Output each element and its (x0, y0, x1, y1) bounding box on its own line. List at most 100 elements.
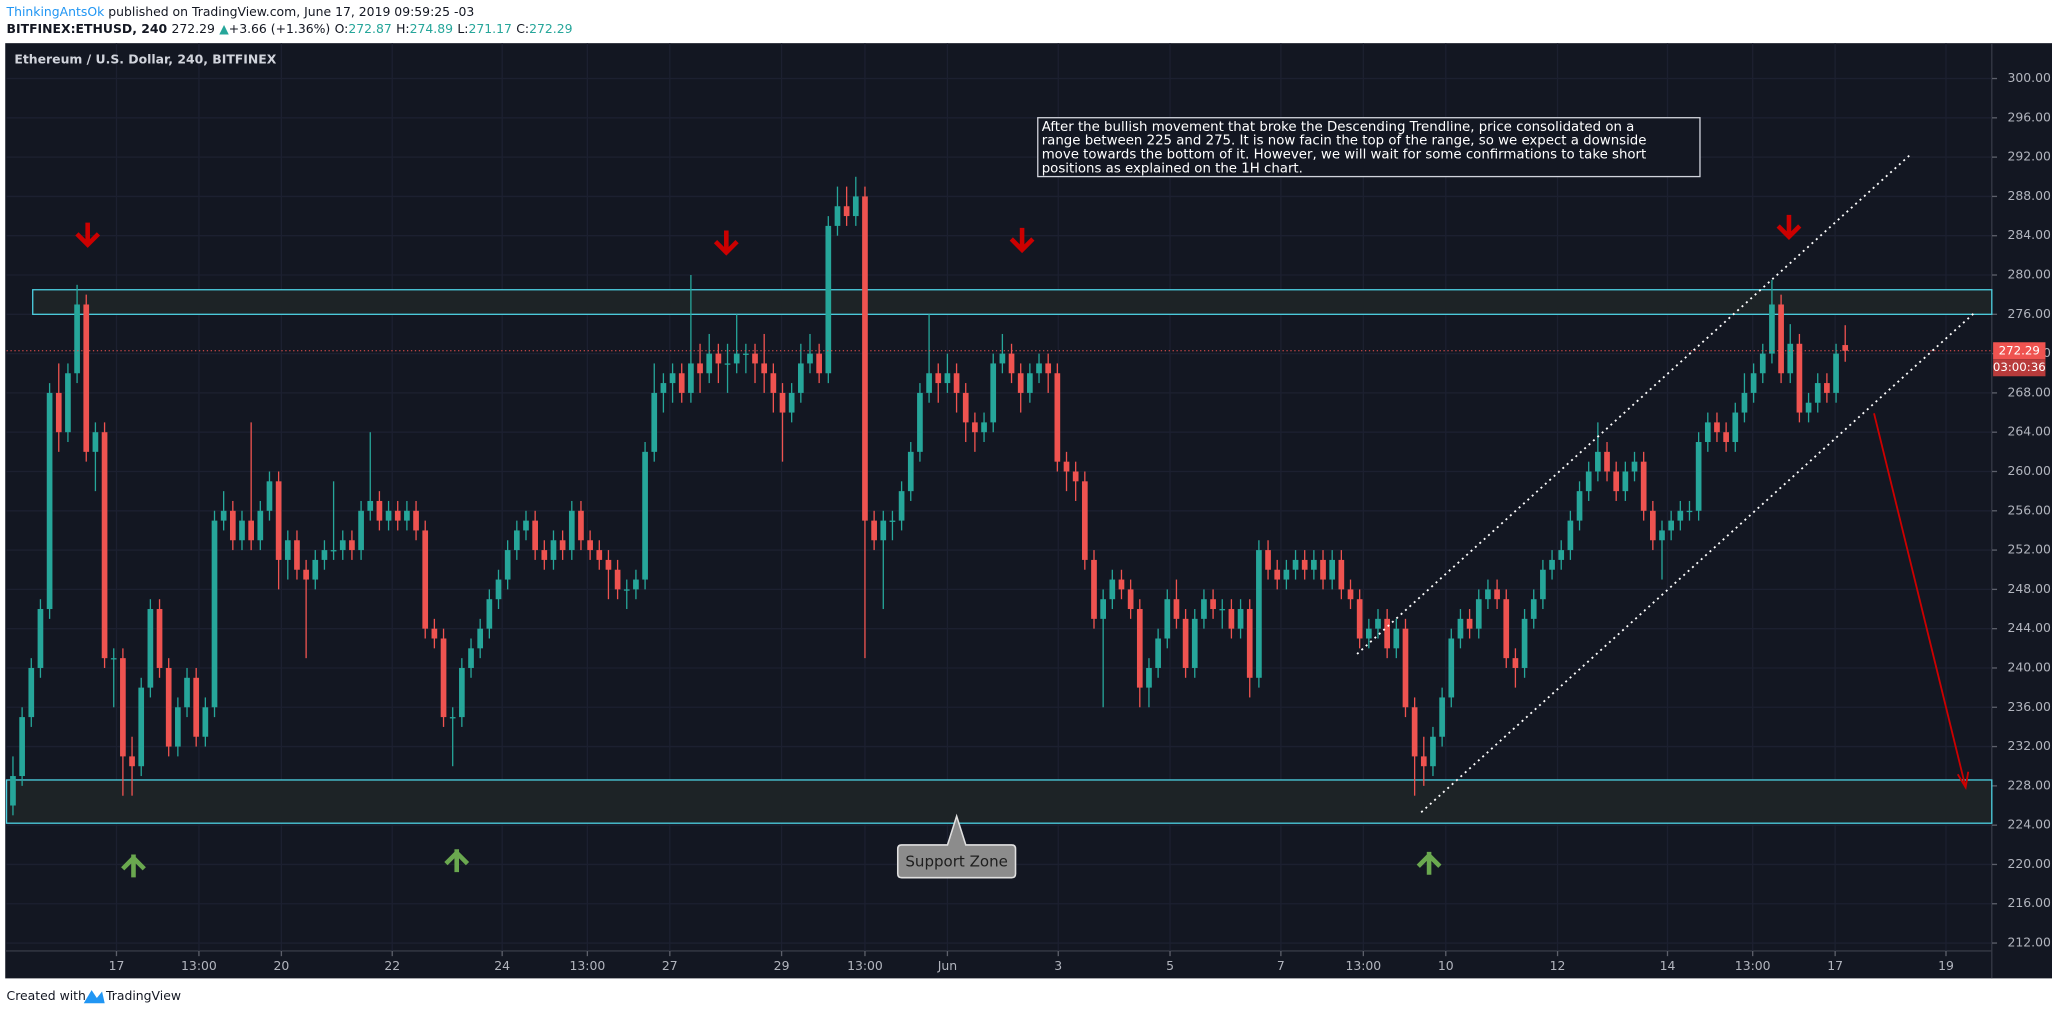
channel-lower (1420, 310, 1977, 813)
candle-body (1448, 638, 1455, 698)
up-arrow (444, 849, 470, 873)
price-label-bg (1993, 342, 2046, 360)
candle-body (981, 422, 987, 433)
candle-body (1027, 373, 1033, 393)
candle-body (422, 530, 429, 629)
candle-body (495, 579, 502, 600)
x-tick-label: 14 (1660, 958, 1676, 973)
candle-body (459, 667, 465, 718)
candle-body (733, 353, 740, 364)
candle-body (1521, 618, 1528, 668)
candle-body (651, 392, 658, 452)
candle-body (1008, 353, 1015, 374)
candle-body (28, 667, 35, 718)
brand-link[interactable]: TradingView (105, 988, 181, 1003)
candle-body (706, 353, 713, 374)
candle-body (917, 392, 923, 452)
candle-body (468, 648, 474, 668)
candle-body (92, 432, 99, 452)
y-tick-label: 220.00 (2008, 856, 2052, 871)
x-tick-label: 20 (273, 958, 289, 973)
y-tick-label: 276.00 (2008, 306, 2052, 321)
candle-body (275, 481, 282, 560)
candle-body (1475, 599, 1482, 629)
candle-body (349, 540, 355, 551)
candle-body (660, 383, 667, 393)
down-arrow (713, 230, 739, 256)
candle-body (248, 520, 254, 541)
support-zone (5, 779, 1993, 824)
candle-body (907, 451, 914, 492)
up-arrow (121, 854, 146, 878)
candle-body (1466, 618, 1473, 629)
y-tick-label: 212.00 (2008, 935, 2052, 950)
x-tick-label: 19 (1938, 958, 1954, 973)
candle-body (1439, 697, 1445, 737)
candle-body (1595, 451, 1601, 472)
candle-body (816, 353, 822, 374)
candle-body (1063, 461, 1070, 472)
candle-body (1503, 599, 1510, 659)
candle-body (862, 196, 868, 521)
candle-body (1091, 559, 1097, 619)
x-tick-label: 13:00 (1345, 958, 1381, 973)
candle-body (202, 707, 209, 737)
candle-body (1127, 589, 1134, 610)
x-tick-label: 13:00 (1735, 958, 1771, 973)
candle-body (1237, 609, 1244, 629)
candle-body (1649, 510, 1656, 541)
channel (1356, 153, 1977, 813)
candle-body (1329, 559, 1336, 580)
author-link[interactable]: ThinkingAntsOk (6, 3, 106, 18)
candle-body (999, 353, 1006, 364)
sell-arrows (75, 214, 1802, 256)
candle-body (83, 304, 90, 452)
candle-body (807, 353, 813, 364)
candle-body (1402, 628, 1409, 708)
candle-body (1036, 363, 1042, 374)
candle-body (898, 491, 905, 521)
annotation-line: range between 225 and 275. It is now fac… (1042, 134, 1647, 149)
chart-title: Ethereum / U.S. Dollar, 240, BITFINEX (14, 52, 276, 67)
candle-body (284, 540, 291, 560)
y-tick-label: 228.00 (2008, 777, 2052, 792)
candle-body (10, 776, 16, 806)
candle-body (587, 540, 593, 551)
candle-body (1704, 422, 1711, 443)
candle-body (623, 589, 630, 591)
candle-body (413, 510, 419, 531)
candle-body (1778, 304, 1784, 374)
candle-body (953, 373, 960, 393)
candle-body (1723, 432, 1729, 443)
x-tick-label: 10 (1438, 958, 1454, 973)
candle-body (788, 392, 795, 413)
y-tick-label: 244.00 (2008, 620, 2052, 635)
x-tick-label: 24 (494, 958, 510, 973)
candle-body (138, 687, 145, 767)
candle-body (1054, 373, 1061, 462)
candle-body (1430, 736, 1436, 767)
candle-body (825, 225, 832, 374)
resistance-zone (32, 289, 1993, 315)
candle-body (770, 373, 777, 393)
candle-body (1787, 343, 1794, 374)
candle-body (1164, 599, 1171, 639)
candle-body (715, 353, 722, 364)
candle-body (990, 363, 997, 423)
high-label: H: (396, 20, 410, 35)
candle-body (1640, 461, 1647, 511)
candle-body (1265, 550, 1271, 570)
y-tick-label: 292.00 (2008, 149, 2052, 164)
x-tick-label: 13:00 (847, 958, 883, 973)
candle-body (1182, 618, 1189, 668)
candle-body (1081, 481, 1088, 560)
change-arrow: ▲ (219, 20, 229, 35)
candle-body (1457, 618, 1464, 639)
candle-body (724, 363, 731, 365)
candle-body (1759, 353, 1766, 374)
candle-body (367, 500, 374, 511)
candle-body (358, 510, 364, 551)
x-tick-label: 13:00 (569, 958, 605, 973)
candle-body (688, 363, 694, 393)
candle-body (1072, 471, 1079, 482)
